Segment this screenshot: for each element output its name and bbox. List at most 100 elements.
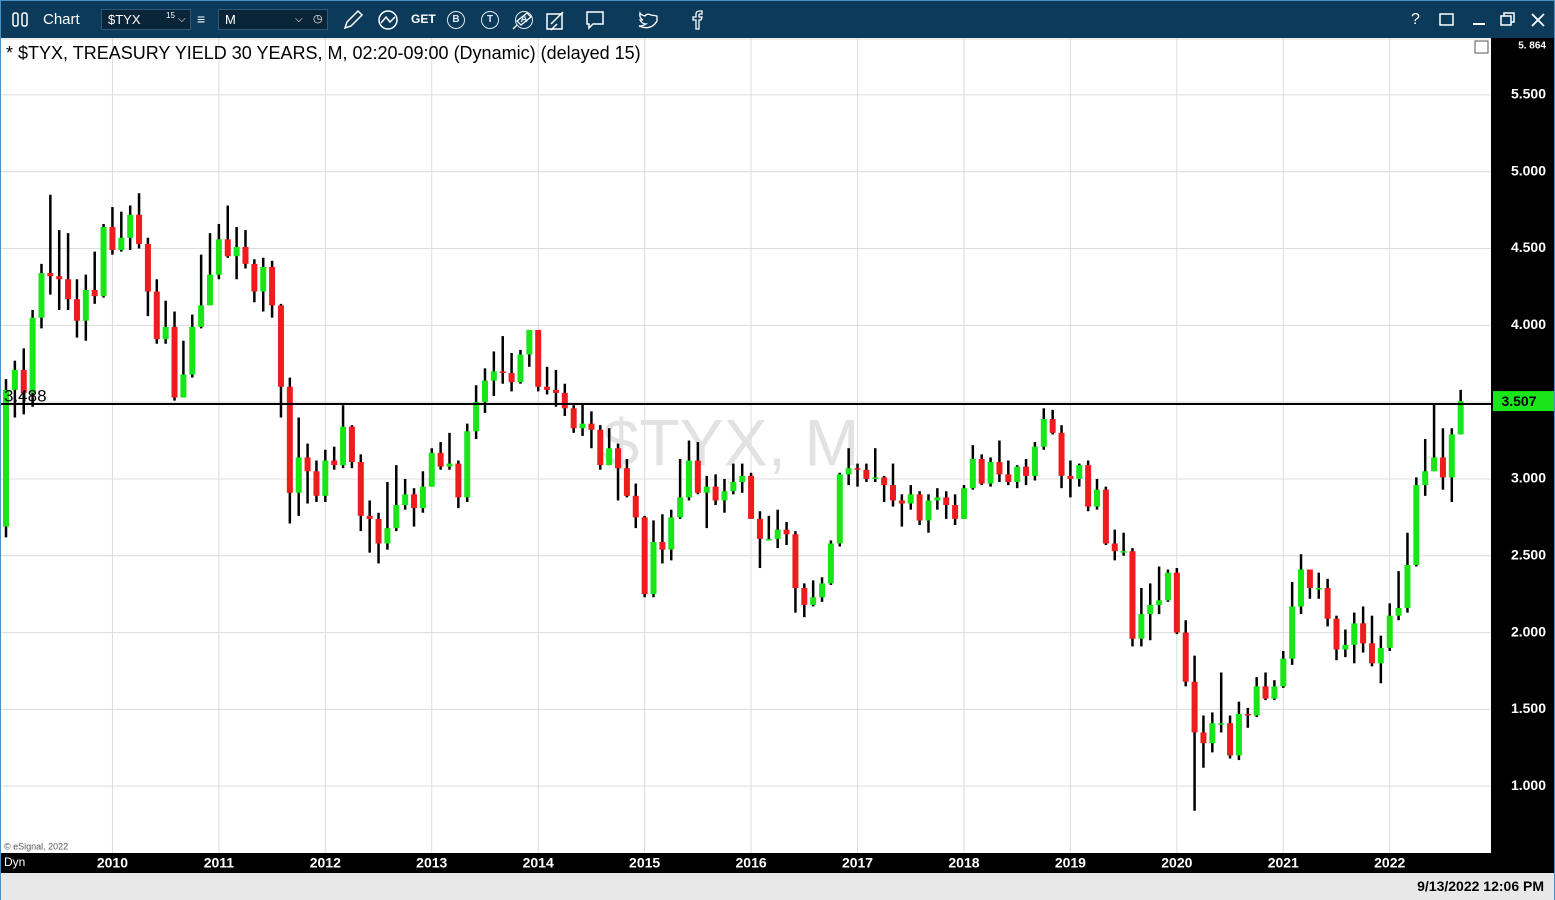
candle-body: [685, 460, 692, 498]
help-button[interactable]: ?: [1411, 11, 1420, 28]
candle-body: [1244, 713, 1251, 716]
candle-body: [189, 326, 196, 375]
candle-body: [1271, 686, 1278, 699]
candle-body: [269, 266, 276, 306]
candle-body: [411, 494, 418, 509]
candle-body: [375, 518, 382, 544]
candle-body: [561, 392, 568, 409]
candle-body: [570, 408, 577, 429]
last-price-box: [1493, 391, 1554, 412]
x-tick-label: 2015: [629, 855, 660, 871]
icon-a[interactable]: A: [515, 11, 533, 29]
candle-body: [1377, 647, 1384, 664]
candle-body: [712, 486, 719, 501]
candle-body: [428, 452, 435, 487]
icon-b[interactable]: B: [447, 11, 465, 29]
candle-body: [481, 380, 488, 403]
candle-body: [295, 457, 302, 493]
candle-body: [819, 583, 826, 598]
x-tick-label: 2012: [310, 855, 341, 871]
candle-body: [606, 448, 613, 466]
candle-body: [91, 290, 98, 297]
app-icon: [12, 12, 28, 27]
candle-body: [641, 517, 648, 595]
candle-body: [1342, 644, 1349, 650]
candle-body: [588, 423, 595, 430]
candle-body: [943, 497, 950, 506]
y-tick-label: 5.000: [1511, 162, 1546, 178]
candle-body: [473, 402, 480, 432]
candle-body: [881, 477, 888, 486]
candle-body: [783, 529, 790, 535]
candle-body: [233, 246, 240, 257]
candle-body: [1289, 606, 1296, 659]
candle-body: [29, 317, 36, 393]
candle-body: [109, 227, 116, 251]
candle-body: [765, 538, 772, 541]
candle-body: [1448, 434, 1455, 478]
candle-body: [348, 426, 355, 463]
symbol-menu[interactable]: ≡: [197, 11, 206, 27]
candle-body: [730, 482, 737, 492]
candle-body: [277, 305, 284, 387]
candle-body: [1049, 419, 1056, 433]
candle-body: [171, 326, 178, 398]
candle-body: [836, 474, 843, 544]
x-tick-label: 2020: [1161, 855, 1192, 871]
app-title: Chart: [43, 11, 80, 28]
y-tick-label: 5. 864: [1518, 41, 1546, 52]
candle-body: [632, 495, 639, 518]
candle-body: [659, 541, 666, 550]
candle-body: [100, 227, 107, 297]
candle-body: [517, 354, 524, 383]
candle-body: [1120, 551, 1127, 553]
candle-body: [73, 299, 80, 321]
interval-input[interactable]: M ⌵ ◷: [218, 9, 328, 30]
candle-body: [1085, 465, 1092, 507]
candle-body: [20, 369, 27, 393]
last-price-label: 3.507: [1501, 393, 1536, 409]
candle-body: [340, 426, 347, 466]
candle-body: [1439, 457, 1446, 478]
candle-body: [1333, 618, 1340, 650]
candle-body: [978, 458, 985, 484]
candle-body: [331, 460, 338, 466]
candle-body: [996, 462, 1003, 475]
candle-body: [1280, 658, 1287, 687]
x-tick-label: 2018: [948, 855, 979, 871]
candle-body: [1395, 607, 1402, 616]
y-tick-label: 4.500: [1511, 239, 1546, 255]
status-bar: 9/13/2022 12:06 PM: [1, 873, 1554, 900]
candle-body: [1014, 466, 1021, 483]
mode: Dyn: [4, 855, 25, 869]
candle-body: [535, 329, 542, 387]
candle-body: [1457, 401, 1464, 435]
get-button[interactable]: GET: [411, 12, 436, 26]
candle-body: [384, 528, 391, 544]
candle-body: [1413, 485, 1420, 565]
y-tick-label: 2.000: [1511, 623, 1546, 639]
candle-body: [1147, 604, 1154, 615]
candle-body: [366, 515, 373, 519]
candle-body: [1076, 465, 1083, 479]
candle-body: [198, 305, 205, 327]
interval: M: [225, 12, 236, 27]
candle-body: [1182, 632, 1189, 682]
candle-body: [552, 389, 559, 393]
candle-body: [1422, 471, 1429, 486]
candle-body: [153, 291, 160, 340]
candle-body: [810, 597, 817, 605]
chart: $TYX, M * $TYX, TREASURY YIELD 30 YEARS,…: [1, 38, 1554, 873]
candle-body: [180, 374, 187, 398]
candle-body: [446, 463, 453, 467]
symbol-input[interactable]: $TYX 15 ⌵: [101, 9, 191, 30]
copyright: © eSignal, 2022: [4, 841, 68, 851]
icon-t[interactable]: T: [481, 11, 499, 29]
candle-body: [144, 243, 151, 292]
horizontal-line-label: 3.488: [4, 386, 47, 405]
candle-body: [1360, 623, 1367, 644]
candle-body: [242, 246, 249, 264]
candle-body: [1351, 623, 1358, 645]
window-buttons: [1439, 12, 1545, 27]
y-tick-label: 1.000: [1511, 777, 1546, 793]
